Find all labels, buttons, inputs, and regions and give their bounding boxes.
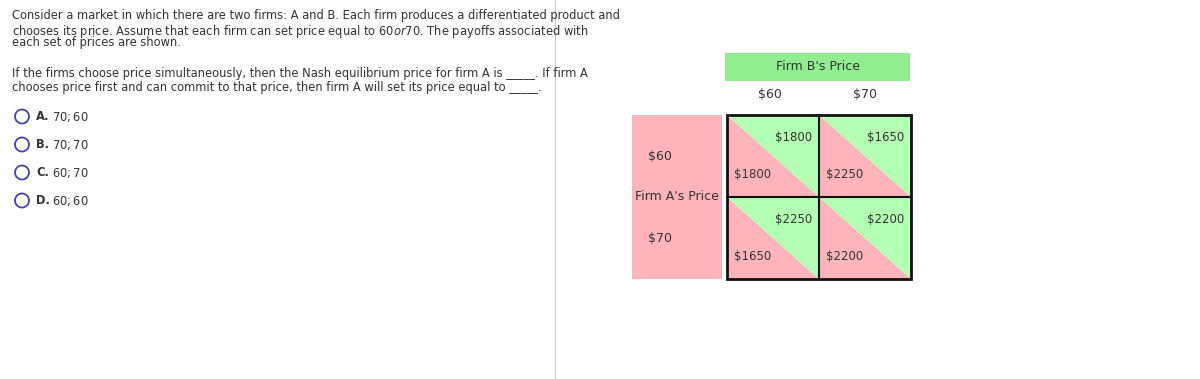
Text: Firm A's Price: Firm A's Price (635, 191, 719, 204)
Polygon shape (727, 115, 818, 197)
Text: C.: C. (36, 166, 49, 179)
Text: If the firms choose price simultaneously, then the Nash equilibrium price for fi: If the firms choose price simultaneously… (12, 67, 588, 80)
Polygon shape (818, 197, 911, 279)
Text: $70; $70: $70; $70 (52, 138, 89, 152)
Polygon shape (727, 197, 818, 279)
FancyBboxPatch shape (632, 115, 722, 279)
Polygon shape (818, 197, 911, 279)
Text: Firm B's Price: Firm B's Price (775, 61, 859, 74)
Text: $70; $60: $70; $60 (52, 110, 89, 124)
FancyBboxPatch shape (725, 53, 910, 81)
Polygon shape (727, 197, 818, 279)
Text: $60; $60: $60; $60 (52, 194, 89, 207)
Polygon shape (818, 115, 911, 197)
Text: D.: D. (36, 194, 50, 207)
Text: $1650: $1650 (866, 132, 904, 144)
Polygon shape (727, 115, 818, 197)
Text: B.: B. (36, 138, 49, 151)
Text: Consider a market in which there are two firms: A and B. Each firm produces a di: Consider a market in which there are two… (12, 9, 620, 22)
Text: $60: $60 (648, 149, 672, 163)
Text: each set of prices are shown.: each set of prices are shown. (12, 36, 181, 49)
Bar (727, 115, 911, 279)
Text: $60; $70: $60; $70 (52, 166, 89, 180)
Text: A.: A. (36, 110, 49, 123)
Text: $2250: $2250 (826, 168, 863, 180)
Text: $70: $70 (853, 89, 877, 102)
Text: $2200: $2200 (866, 213, 904, 227)
Text: chooses price first and can commit to that price, then firm A will set its price: chooses price first and can commit to th… (12, 81, 541, 94)
Text: $1650: $1650 (734, 249, 772, 263)
Text: $70: $70 (648, 232, 672, 244)
Polygon shape (818, 115, 911, 197)
Text: $1800: $1800 (775, 132, 812, 144)
Text: $60: $60 (758, 89, 782, 102)
Text: chooses its price. Assume that each firm can set price equal to $60 or $70. The : chooses its price. Assume that each firm… (12, 22, 588, 39)
Text: $1800: $1800 (734, 168, 772, 180)
Text: $2200: $2200 (826, 249, 863, 263)
Text: $2250: $2250 (775, 213, 812, 227)
